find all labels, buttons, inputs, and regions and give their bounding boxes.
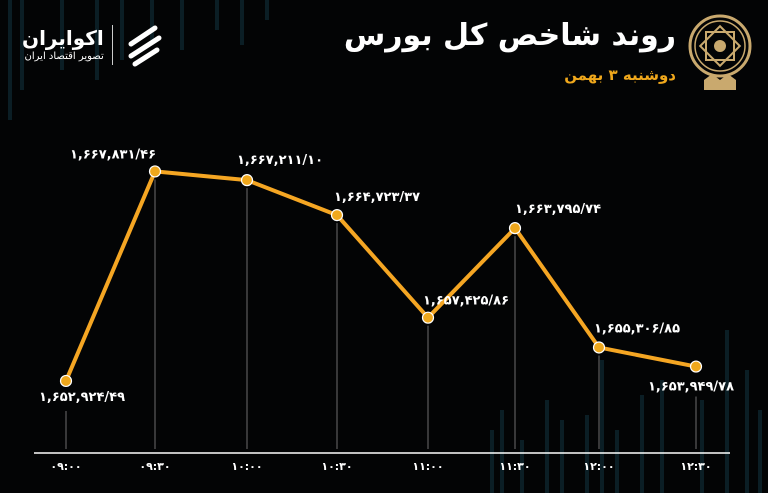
- data-point: [59, 374, 73, 388]
- x-tick-label: ۱۰:۳۰: [321, 460, 352, 473]
- data-point: [689, 360, 703, 373]
- x-tick-label: ۱۰:۰۰: [231, 460, 262, 473]
- data-label: ۱,۶۵۲,۹۲۴/۴۹: [39, 390, 125, 405]
- data-label: ۱,۶۶۷,۸۳۱/۴۶: [70, 147, 156, 162]
- chart-title: روند شاخص کل بورس: [343, 18, 676, 53]
- brand-name: اکوایران: [22, 26, 104, 50]
- background-bar: [745, 370, 749, 493]
- stock-exchange-seal-icon: [688, 14, 752, 90]
- data-point: [508, 222, 522, 235]
- background-bar: [150, 0, 154, 40]
- background-bar: [265, 0, 269, 20]
- background-bar: [640, 395, 644, 493]
- chart-date: دوشنبه ۳ بهمن: [564, 66, 676, 84]
- background-bar: [725, 330, 729, 493]
- data-label: ۱,۶۶۷,۲۱۱/۱۰: [237, 153, 323, 168]
- data-point: [421, 311, 435, 324]
- background-bar: [660, 380, 664, 493]
- background-bar: [758, 410, 762, 493]
- data-label: ۱,۶۶۳,۷۹۵/۷۴: [515, 202, 601, 217]
- data-label: ۱,۶۵۵,۳۰۶/۸۵: [594, 321, 680, 336]
- background-bar: [560, 420, 564, 493]
- data-point: [592, 341, 606, 354]
- series-line: [64, 169, 697, 382]
- background-bar: [585, 415, 589, 493]
- x-tick-label: ۱۲:۳۰: [680, 460, 711, 473]
- data-point: [330, 209, 344, 222]
- brand-tagline: تصویر اقتصاد ایران: [24, 51, 104, 62]
- background-bar: [545, 400, 549, 493]
- background-bar: [95, 0, 99, 80]
- data-point: [240, 174, 254, 187]
- background-bar: [520, 440, 524, 493]
- x-tick-label: ۱۱:۰۰: [412, 460, 443, 473]
- background-bar: [240, 0, 244, 45]
- brand-divider: [111, 25, 113, 65]
- ecoiran-logo-icon: [128, 25, 162, 67]
- background-bar: [20, 0, 24, 90]
- background-bar: [490, 430, 494, 493]
- background-bar: [215, 0, 219, 30]
- background-bar: [180, 0, 184, 50]
- background-bar: [60, 0, 64, 70]
- background-bar: [500, 410, 504, 493]
- data-label: ۱,۶۵۳,۹۴۹/۷۸: [648, 380, 734, 395]
- background-bar: [700, 400, 704, 493]
- data-label: ۱,۶۶۴,۷۲۳/۳۷: [334, 190, 420, 205]
- brand-logo: اکوایران تصویر اقتصاد ایران: [22, 22, 167, 68]
- x-tick-label: ۰۹:۰۰: [50, 460, 81, 473]
- background-bar: [600, 360, 604, 493]
- background-bar: [615, 430, 619, 493]
- background-bar: [8, 0, 12, 120]
- data-point: [148, 165, 162, 178]
- background-bar: [120, 0, 124, 60]
- x-tick-label: ۱۱:۳۰: [499, 460, 530, 473]
- x-tick-label: ۰۹:۳۰: [139, 460, 170, 473]
- x-tick-label: ۱۲:۰۰: [583, 460, 614, 473]
- data-label: ۱,۶۵۷,۴۲۵/۸۶: [423, 294, 509, 309]
